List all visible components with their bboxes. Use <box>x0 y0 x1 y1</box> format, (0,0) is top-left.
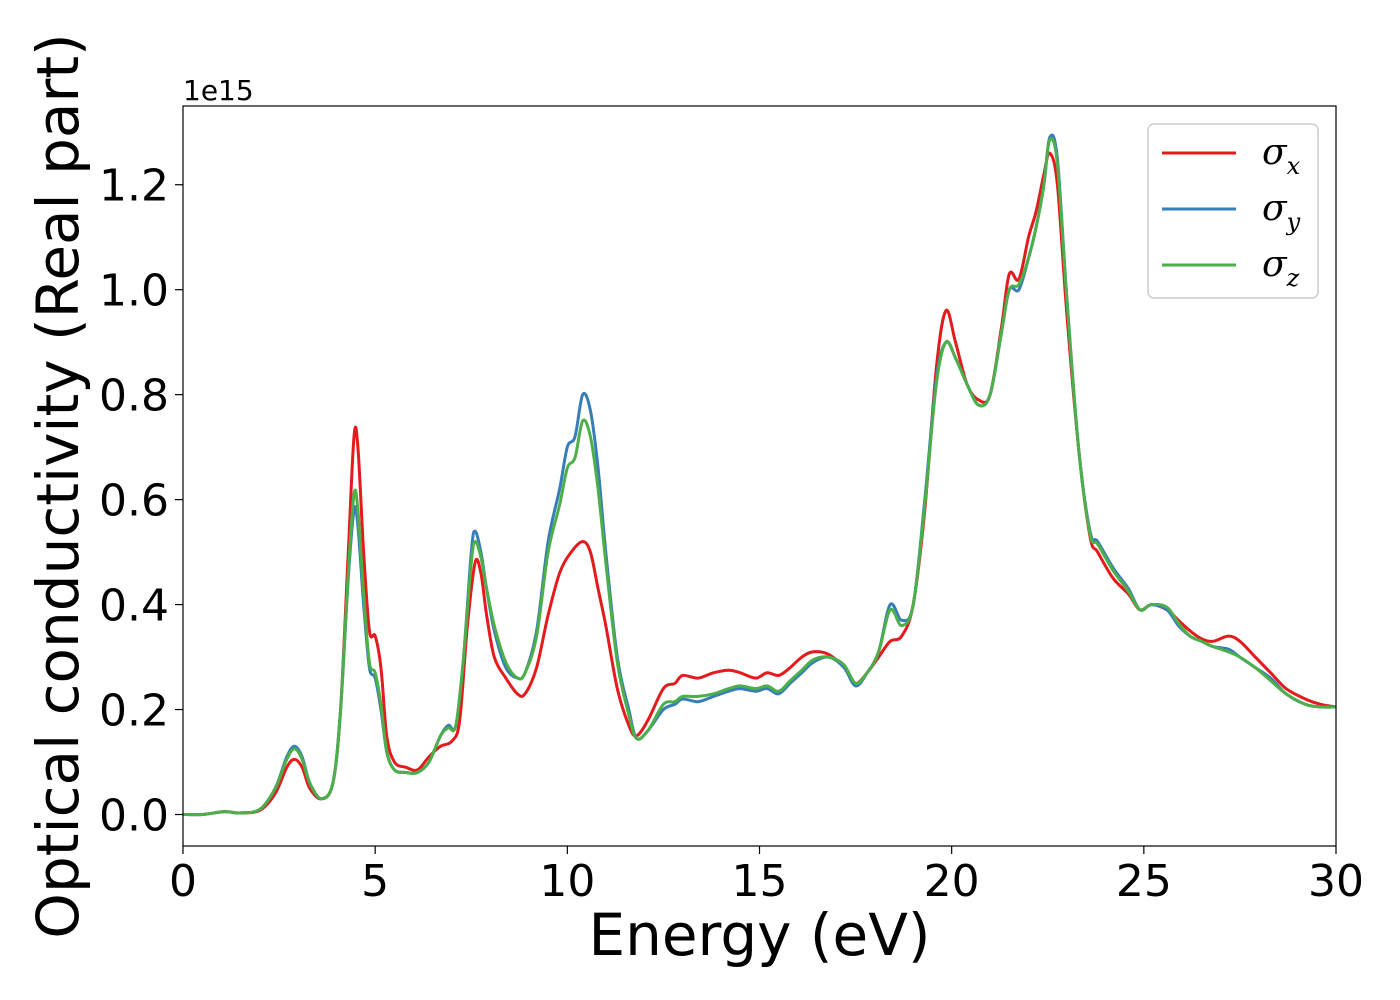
legend-box <box>1147 123 1319 299</box>
y-tick-label: 0.0 <box>99 791 169 842</box>
y-axis-label: Optical conductivity (Real part) <box>24 33 92 938</box>
legend-label-x: σx <box>1262 132 1301 180</box>
y-offset-label: 1e15 <box>183 74 254 107</box>
y-tick-label: 0.4 <box>99 581 169 632</box>
legend-label-z: σz <box>1262 244 1300 292</box>
series-line-z <box>183 137 1336 817</box>
x-tick-label: 0 <box>169 856 197 907</box>
y-tick-label: 0.2 <box>99 686 169 737</box>
legend-subscript: z <box>1286 264 1300 292</box>
legend-subscript: y <box>1286 208 1301 236</box>
x-axis-ticks: 0 5 10 15 20 25 30 <box>169 846 1364 907</box>
y-axis-ticks: 0.0 0.2 0.4 0.6 0.8 1.0 1.2 <box>99 161 183 842</box>
x-axis-label: Energy (eV) <box>588 901 930 969</box>
plot-lines <box>183 133 1336 817</box>
x-tick-label: 15 <box>732 856 788 907</box>
legend-label-y: σy <box>1262 188 1301 236</box>
legend-symbol: σ <box>1262 188 1288 229</box>
x-tick-label: 5 <box>361 856 389 907</box>
x-tick-label: 30 <box>1308 856 1364 907</box>
y-tick-label: 1.2 <box>99 161 169 212</box>
y-tick-label: 0.8 <box>99 371 169 422</box>
x-tick-label: 10 <box>539 856 595 907</box>
legend-symbol: σ <box>1262 244 1288 285</box>
x-tick-label: 25 <box>1116 856 1172 907</box>
x-tick-label: 20 <box>924 856 980 907</box>
legend-subscript: x <box>1287 152 1301 180</box>
y-tick-label: 0.6 <box>99 476 169 527</box>
legend-symbol: σ <box>1262 132 1288 173</box>
y-tick-label: 1.0 <box>99 266 169 317</box>
